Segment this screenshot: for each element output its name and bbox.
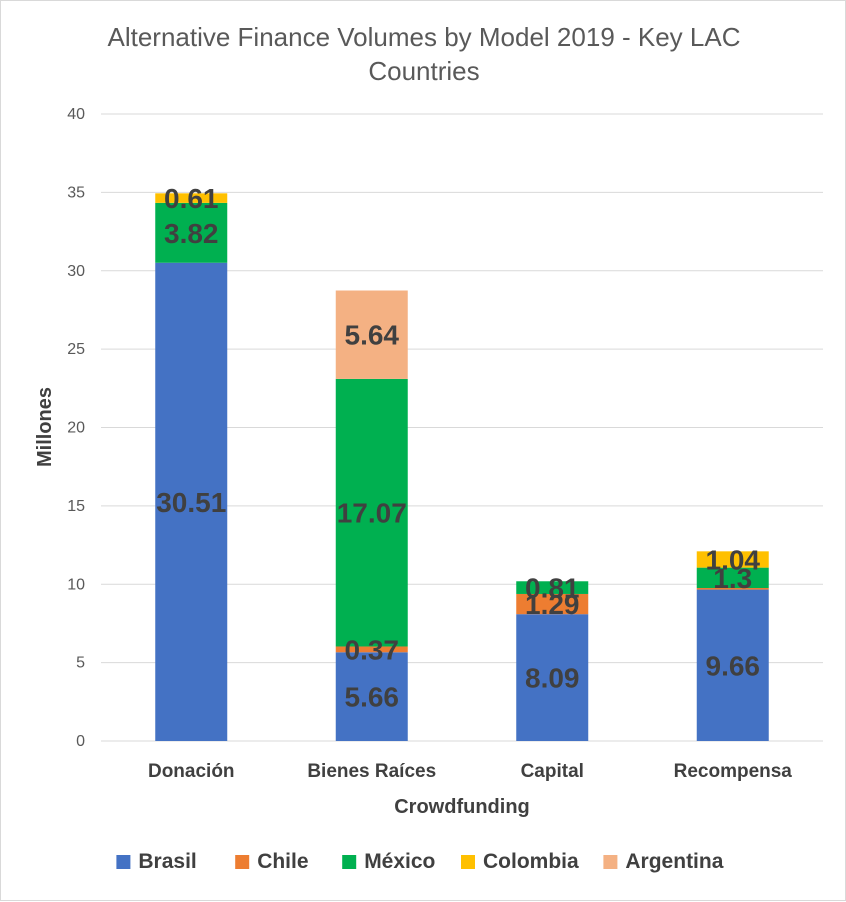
y-tick-label: 10	[67, 576, 85, 593]
legend-swatch	[342, 855, 357, 869]
bar-segment	[696, 588, 769, 590]
data-label: 0.61	[164, 183, 219, 214]
data-label: 9.66	[706, 650, 761, 681]
legend-label: Colombia	[483, 850, 579, 873]
legend-swatch	[116, 855, 131, 869]
y-tick-label: 35	[67, 184, 85, 201]
data-label: 0.37	[345, 634, 400, 665]
legend-item: Chile	[235, 850, 309, 873]
bar-segment	[335, 378, 408, 647]
bar-segment	[516, 614, 589, 741]
x-tick-label: Donación	[148, 761, 235, 782]
y-tick-label: 20	[67, 420, 85, 437]
data-label: 3.82	[164, 218, 219, 249]
y-tick-label: 30	[67, 263, 85, 280]
data-label: 8.09	[525, 663, 580, 694]
legend-swatch	[235, 855, 250, 869]
bar-segment	[696, 567, 769, 589]
x-tick-label: Capital	[521, 761, 584, 782]
legend-item: Argentina	[603, 850, 724, 873]
bar-segment	[155, 262, 228, 741]
data-label: 0.81	[525, 573, 580, 604]
bar-segment	[335, 290, 408, 379]
legend-swatch	[461, 855, 475, 869]
data-label: 30.51	[156, 487, 226, 518]
legend-item: México	[342, 850, 435, 873]
data-label: 1.29	[525, 589, 580, 620]
legend-item: Brasil	[116, 850, 197, 873]
data-label: 1.3	[713, 563, 752, 594]
x-axis-title: Crowdfunding	[394, 796, 530, 818]
legend-swatch	[603, 855, 618, 869]
bar-segment	[335, 646, 408, 653]
legend-label: Argentina	[625, 850, 723, 873]
data-label: 5.64	[345, 320, 400, 351]
bar-segment	[155, 193, 228, 203]
legend-label: México	[364, 850, 435, 873]
legend-label: Brasil	[138, 850, 196, 873]
data-label: 17.07	[337, 498, 407, 529]
y-axis-title: Millones	[34, 387, 56, 467]
bar-segment	[335, 652, 408, 741]
x-tick-label: Bienes Raíces	[307, 761, 436, 782]
y-tick-label: 25	[67, 341, 85, 358]
bar-segment	[155, 202, 228, 263]
bar-segment	[516, 581, 589, 594]
bar-segment	[696, 551, 769, 568]
bar-segment	[516, 593, 589, 615]
y-tick-label: 5	[76, 655, 85, 672]
bar-segment	[696, 589, 769, 741]
y-tick-label: 15	[67, 498, 85, 515]
chart-title-line: Alternative Finance Volumes by Model 201…	[107, 22, 740, 52]
data-label: 1.04	[706, 544, 761, 575]
data-label: 5.66	[345, 682, 400, 713]
x-tick-label: Recompensa	[674, 761, 793, 782]
legend-item: Colombia	[461, 850, 579, 873]
y-tick-label: 40	[67, 106, 85, 123]
y-tick-label: 0	[76, 733, 85, 750]
legend-label: Chile	[257, 850, 308, 873]
chart-title-line: Countries	[368, 56, 479, 86]
